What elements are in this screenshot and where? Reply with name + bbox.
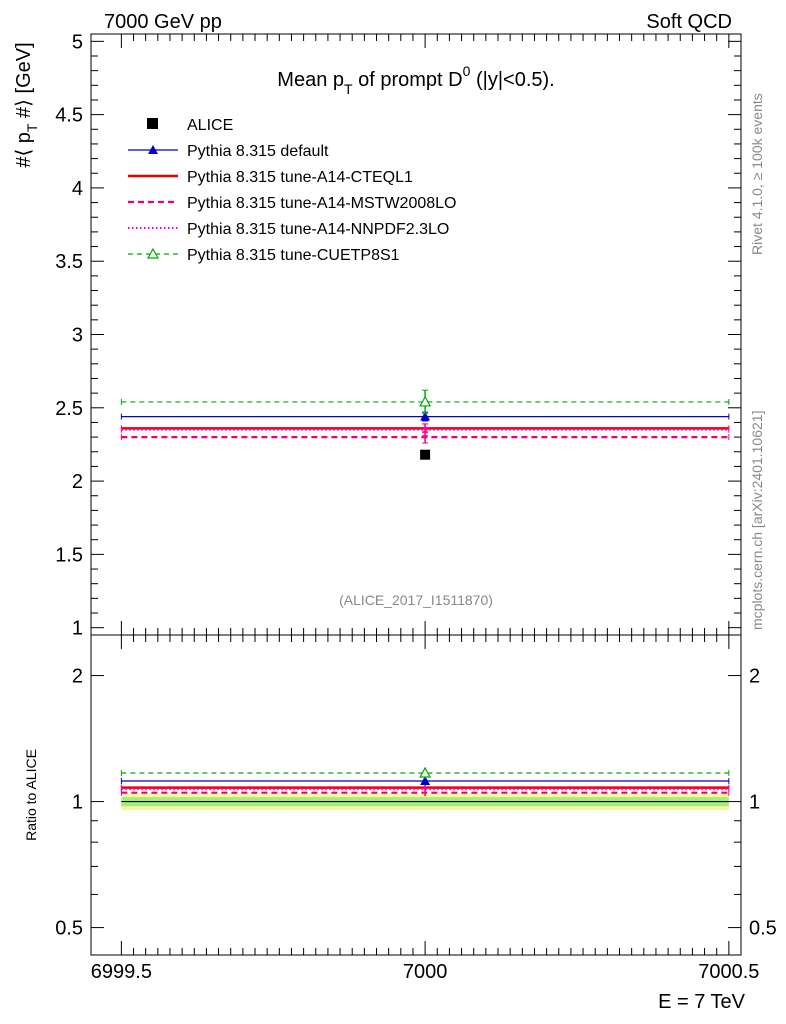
main-ytick-label: 5 <box>72 31 83 53</box>
xtick-label: 7000.5 <box>698 961 759 983</box>
ratio-uncertainty-band <box>121 793 729 810</box>
ratio-ytick-label: 0.5 <box>55 918 83 940</box>
ratio-series-marker-0 <box>420 775 431 785</box>
main-ytick-label: 4.5 <box>55 105 83 127</box>
main-y-ticks: 1 1.5 2 2.5 3 3.5 4 4.5 5 <box>55 31 741 640</box>
main-ytick-label: 1 <box>72 618 83 640</box>
legend-label-cteql1: Pythia 8.315 tune-A14-CTEQL1 <box>187 169 413 186</box>
ratio-ytick-label: 2 <box>72 666 83 688</box>
ylabel-sub: T <box>24 123 40 132</box>
title-sub: T <box>344 81 353 97</box>
mcplots-note: mcplots.cern.ch [arXiv:2401.10621] <box>749 411 765 630</box>
main-panel: 11.522.533.544.55 Mean pT of prompt D0 (… <box>13 31 742 640</box>
x-ticks: 6999.5 7000 7000.5 <box>91 34 759 983</box>
ratio-series-marker-4 <box>419 766 432 778</box>
title-mid: of prompt D <box>353 69 463 91</box>
ratio-y-ticks: 0.5 0.5 1 1 2 2 <box>55 666 777 940</box>
main-ytick-label: 1.5 <box>55 544 83 566</box>
ratio-series <box>120 766 730 797</box>
main-ytick-label: 2.5 <box>55 398 83 420</box>
ratio-ytick-label-right: 0.5 <box>749 918 777 940</box>
main-series-marker-5 <box>419 395 432 407</box>
main-ytick-label: 3 <box>72 325 83 347</box>
rivet-version-note: Rivet 4.1.0, ≥ 100k events <box>749 93 765 255</box>
main-ytick-label: 3.5 <box>55 251 83 273</box>
legend-label-default: Pythia 8.315 default <box>187 143 329 160</box>
header-right: Soft QCD <box>646 11 732 33</box>
legend: ALICE Pythia 8.315 default Pythia 8.315 … <box>128 117 456 264</box>
ratio-panel: 0.5 0.5 1 1 2 2 6999.5 7000 7000.5 Ratio to ALI… <box>23 34 777 1013</box>
header-left: 7000 GeV pp <box>104 11 222 33</box>
main-series-marker-1 <box>420 411 431 421</box>
analysis-watermark: (ALICE_2017_I1511870) <box>339 592 493 608</box>
legend-marker-cuetp8s1 <box>146 247 160 259</box>
main-ylabel: #⟨ pT #⟩ [GeV] <box>13 42 40 167</box>
ratio-ytick-label: 1 <box>72 792 83 814</box>
legend-marker-default <box>148 145 158 154</box>
x-axis-label: E = 7 TeV <box>658 991 746 1013</box>
legend-label-cuetp8s1: Pythia 8.315 tune-CUETP8S1 <box>187 247 400 264</box>
main-ytick-label: 2 <box>72 471 83 493</box>
ratio-ytick-label-right: 2 <box>749 666 760 688</box>
chart-title: Mean pT of prompt D0 (|y|<0.5). <box>277 63 554 97</box>
title-post: (|y|<0.5). <box>470 69 554 91</box>
xtick-label: 6999.5 <box>91 961 152 983</box>
ylabel-pre: #⟨ p <box>13 132 35 168</box>
main-series <box>120 389 730 460</box>
legend-label-nnpdf: Pythia 8.315 tune-A14-NNPDF2.3LO <box>187 221 449 238</box>
ratio-ytick-label-right: 1 <box>749 792 760 814</box>
alice-data-point <box>420 449 431 460</box>
title-pre: Mean p <box>277 69 344 91</box>
legend-label-mstw: Pythia 8.315 tune-A14-MSTW2008LO <box>187 195 456 212</box>
legend-label-alice: ALICE <box>187 117 233 134</box>
xtick-label: 7000 <box>403 961 448 983</box>
ratio-ylabel: Ratio to ALICE <box>23 749 39 841</box>
ratio-frame <box>90 634 742 956</box>
main-ytick-label: 4 <box>72 178 83 200</box>
ylabel-post: #⟩ [GeV] <box>13 42 35 123</box>
legend-marker-alice <box>147 118 158 129</box>
title-sup: 0 <box>463 63 471 79</box>
